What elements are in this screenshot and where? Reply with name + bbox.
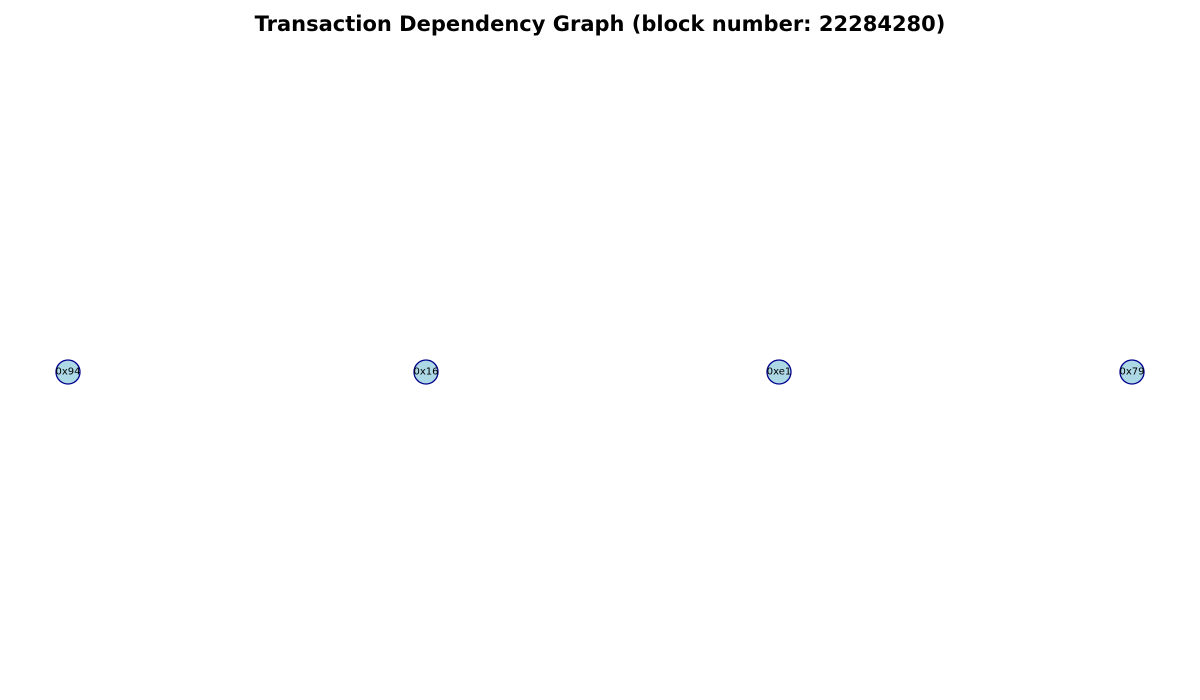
node-label: 0x79 [1119,367,1144,378]
node-label: 0xe1 [767,367,792,378]
node-label: 0x94 [55,367,80,378]
node-circle [1119,359,1145,385]
node-circle [413,359,439,385]
graph-node-0x94: 0x94 [55,359,81,385]
graph-title: Transaction Dependency Graph (block numb… [254,12,946,36]
node-circle [766,359,792,385]
graph-node-0x16: 0x16 [413,359,439,385]
node-label: 0x16 [413,367,438,378]
node-circle [55,359,81,385]
graph-node-0xe1: 0xe1 [766,359,792,385]
graph-node-0x79: 0x79 [1119,359,1145,385]
